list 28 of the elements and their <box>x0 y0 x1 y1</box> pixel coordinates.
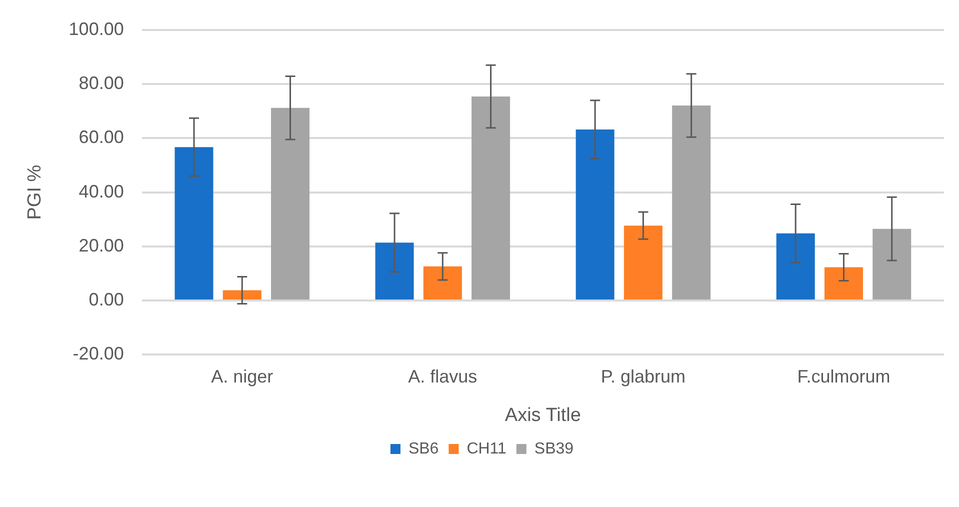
legend-label: SB6 <box>408 440 439 458</box>
bar <box>576 130 614 300</box>
bar <box>624 226 662 300</box>
legend-label: CH11 <box>466 440 507 458</box>
y-tick-label: 0.00 <box>88 289 124 310</box>
x-tick-label: A. niger <box>211 366 274 386</box>
bar <box>174 147 214 300</box>
bar <box>472 96 510 300</box>
bar <box>872 228 912 300</box>
bar <box>222 290 262 300</box>
y-tick-label: 100.00 <box>68 18 124 39</box>
bar <box>375 242 414 300</box>
legend-label: SB39 <box>534 440 574 458</box>
y-tick-label: -20.00 <box>72 344 124 364</box>
bar <box>423 266 462 300</box>
bar <box>271 108 310 300</box>
y-tick-label: 60.00 <box>78 127 124 148</box>
bar <box>776 233 815 300</box>
x-tick-label: P. glabrum <box>600 366 686 386</box>
y-axis-title: PGI % <box>24 164 46 220</box>
x-axis-title: Axis Title <box>504 404 581 426</box>
y-tick-label: 80.00 <box>78 73 124 94</box>
x-tick-label: F.culmorum <box>797 366 890 386</box>
y-tick-label: 20.00 <box>78 235 124 256</box>
y-tick-label: 40.00 <box>78 181 124 202</box>
bar <box>824 267 863 300</box>
x-tick-label: A. flavus <box>408 366 478 386</box>
bar <box>672 105 711 300</box>
